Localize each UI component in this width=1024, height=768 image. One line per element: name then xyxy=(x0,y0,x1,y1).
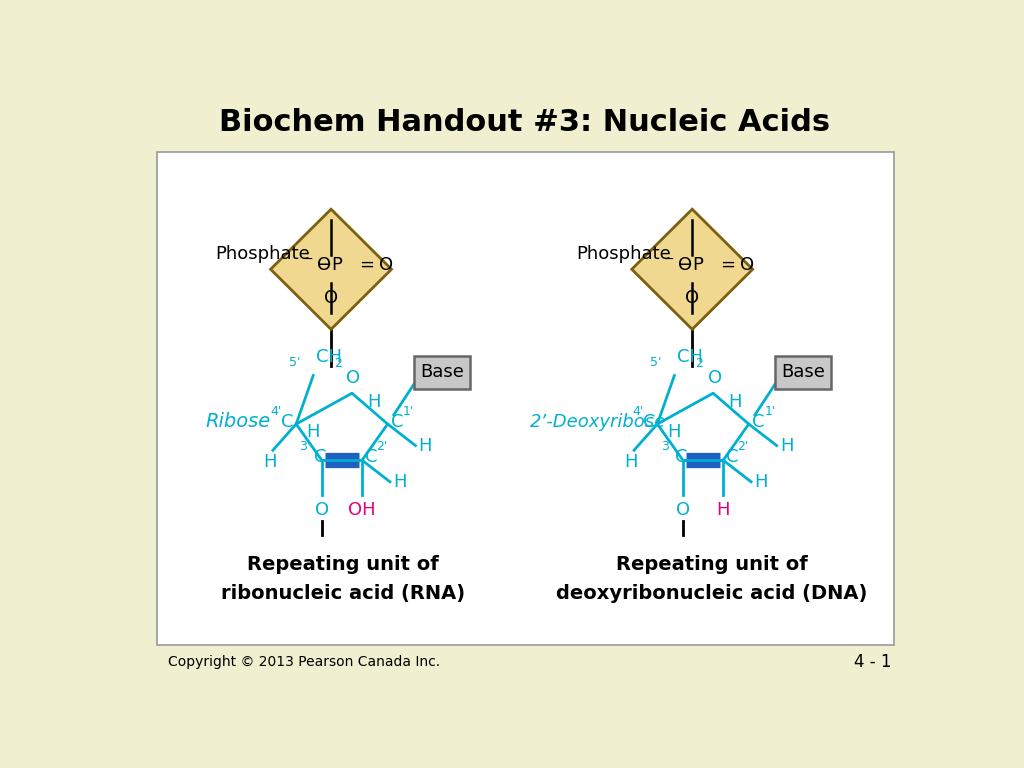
Text: C: C xyxy=(726,449,738,466)
Text: C: C xyxy=(675,449,687,466)
Text: Ribose: Ribose xyxy=(206,412,270,431)
Text: H: H xyxy=(367,393,381,412)
Text: H: H xyxy=(393,473,407,491)
Text: Phosphate: Phosphate xyxy=(215,245,309,263)
Text: Phosphate: Phosphate xyxy=(575,245,671,263)
Text: O: O xyxy=(346,369,360,387)
Text: Copyright © 2013 Pearson Canada Inc.: Copyright © 2013 Pearson Canada Inc. xyxy=(168,655,440,669)
Text: $-$P: $-$P xyxy=(315,256,343,273)
Text: CH: CH xyxy=(315,347,342,366)
Text: H: H xyxy=(306,422,319,441)
Text: 1': 1' xyxy=(403,406,415,419)
Text: ribonucleic acid (RNA): ribonucleic acid (RNA) xyxy=(220,584,465,603)
Text: Repeating unit of: Repeating unit of xyxy=(247,554,438,574)
Text: H: H xyxy=(779,436,794,455)
Text: $^-$O: $^-$O xyxy=(660,256,692,273)
Text: $=$O: $=$O xyxy=(717,256,755,273)
Text: 4': 4' xyxy=(632,406,643,419)
Text: C: C xyxy=(391,413,403,432)
Text: CH: CH xyxy=(677,347,702,366)
Text: O: O xyxy=(676,501,690,519)
Text: O: O xyxy=(324,289,338,307)
FancyBboxPatch shape xyxy=(158,152,894,645)
Text: C: C xyxy=(366,449,378,466)
Text: 2’-Deoxyribose: 2’-Deoxyribose xyxy=(529,412,666,431)
Polygon shape xyxy=(632,209,753,329)
Text: $=$O: $=$O xyxy=(356,256,393,273)
Text: Repeating unit of: Repeating unit of xyxy=(615,554,808,574)
Text: H: H xyxy=(668,422,681,441)
Text: 5': 5' xyxy=(650,356,662,369)
Text: O: O xyxy=(685,289,699,307)
Text: 3': 3' xyxy=(660,440,672,453)
Text: C: C xyxy=(314,449,327,466)
FancyBboxPatch shape xyxy=(775,356,830,389)
Polygon shape xyxy=(270,209,391,329)
FancyBboxPatch shape xyxy=(414,356,470,389)
Text: 2: 2 xyxy=(695,357,703,370)
Text: 4 - 1: 4 - 1 xyxy=(854,653,891,671)
Text: H: H xyxy=(755,473,768,491)
Text: 1': 1' xyxy=(764,406,775,419)
Text: Biochem Handout #3: Nucleic Acids: Biochem Handout #3: Nucleic Acids xyxy=(219,108,830,137)
Text: C: C xyxy=(282,413,294,432)
Text: O: O xyxy=(708,369,722,387)
Text: $^-$O: $^-$O xyxy=(300,256,331,273)
Text: 5': 5' xyxy=(290,356,301,369)
Text: deoxyribonucleic acid (DNA): deoxyribonucleic acid (DNA) xyxy=(556,584,867,603)
Text: H: H xyxy=(728,393,741,412)
Text: H: H xyxy=(263,453,276,472)
Text: 2': 2' xyxy=(737,440,749,453)
Text: H: H xyxy=(625,453,638,472)
Text: 2: 2 xyxy=(334,357,342,370)
Text: O: O xyxy=(314,501,329,519)
Text: H: H xyxy=(419,436,432,455)
Text: H: H xyxy=(717,501,730,519)
Text: Base: Base xyxy=(420,363,464,382)
Text: C: C xyxy=(642,413,655,432)
Text: $-$P: $-$P xyxy=(677,256,705,273)
Text: C: C xyxy=(752,413,764,432)
Text: Base: Base xyxy=(781,363,825,382)
Text: OH: OH xyxy=(348,501,376,519)
Text: 2': 2' xyxy=(376,440,387,453)
Text: 4': 4' xyxy=(271,406,283,419)
Text: 3': 3' xyxy=(300,440,311,453)
